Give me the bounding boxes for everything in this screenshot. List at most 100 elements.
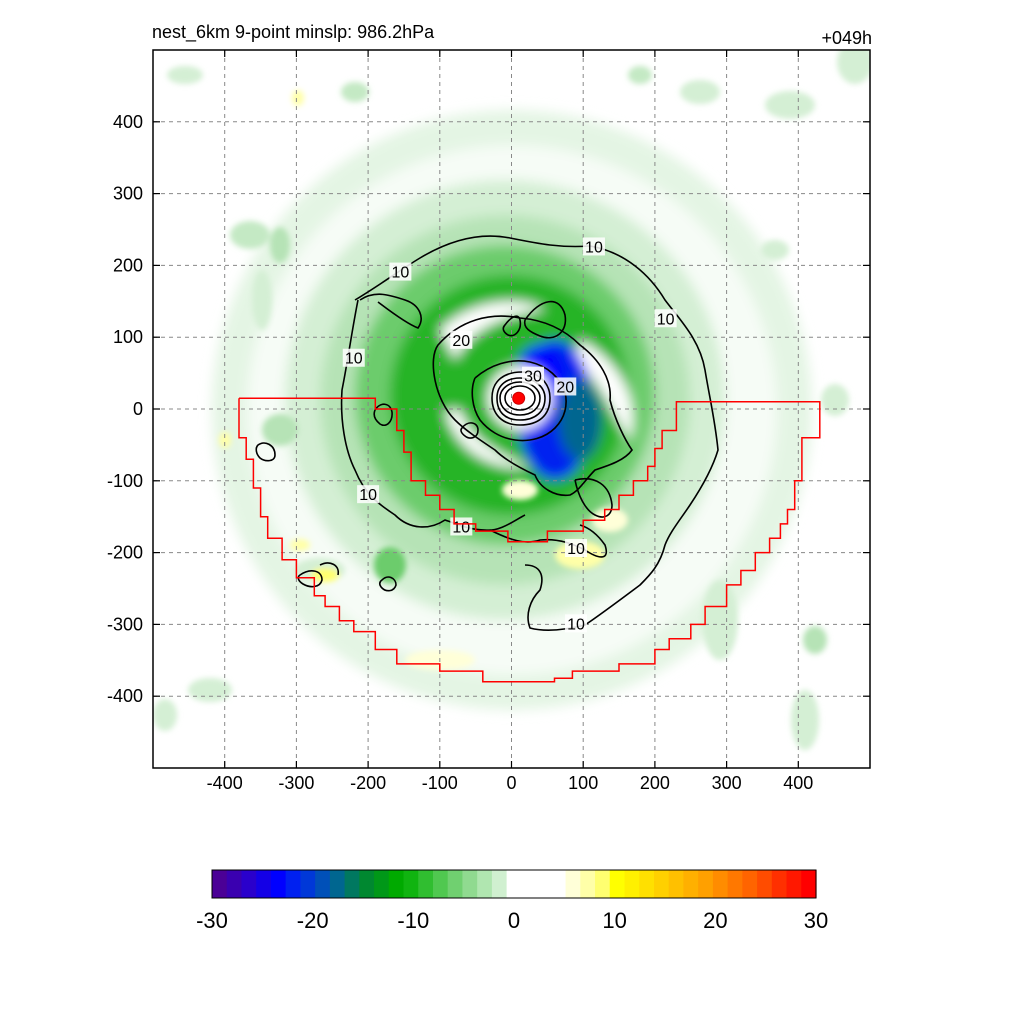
contour-label-bg (554, 377, 577, 396)
contour-small-loop-5 (319, 562, 340, 576)
colorbar-tick-label: -10 (397, 908, 429, 933)
contour-10-inner (359, 293, 422, 329)
colorbar-tick-label: 30 (804, 908, 828, 933)
colorbar-swatch (639, 870, 655, 898)
x-tick-label: 100 (568, 773, 598, 793)
colorbar-swatch (580, 870, 596, 898)
storm-center-layer (512, 391, 526, 405)
colorbar-swatch (300, 870, 316, 898)
x-tick-label: 300 (712, 773, 742, 793)
colorbar-swatch (388, 870, 405, 898)
x-tick-label: 400 (783, 773, 813, 793)
contour-core-3 (496, 377, 546, 421)
colorbar-swatch (432, 870, 449, 898)
contour-10-west (340, 299, 526, 531)
contour-label: 20 (452, 333, 470, 350)
colorbar: -30 -20 -10 0 10 20 30 (196, 869, 828, 933)
contour-label-bg (522, 366, 545, 385)
colorbar-swatch (742, 870, 758, 898)
contour-label-bg (565, 539, 588, 558)
contour-label-bg (565, 614, 588, 633)
x-tick-label: 200 (640, 773, 670, 793)
colorbar-swatch (550, 870, 567, 898)
contour-label: 30 (524, 369, 542, 386)
contour-label: 20 (556, 379, 574, 396)
colorbar-swatch (653, 870, 670, 898)
contour-label: 10 (567, 541, 585, 558)
contour-label-bg (450, 330, 473, 349)
colorbar-swatch (212, 870, 228, 898)
colorbar-tick-label: 0 (508, 908, 520, 933)
contour-core-4 (491, 371, 551, 426)
contour-label-bg (389, 262, 412, 281)
y-tick-label: 400 (113, 112, 143, 132)
colorbar-swatch (491, 870, 508, 898)
contour-label: 10 (567, 616, 585, 633)
contour-label: 10 (585, 239, 603, 256)
colorbar-swatch (595, 870, 611, 898)
colorbar-swatch (226, 870, 243, 898)
nest-boundary-line (238, 397, 821, 683)
contour-label: 10 (391, 265, 409, 282)
colorbar-swatch (565, 870, 581, 898)
contour-label: 10 (345, 351, 363, 368)
y-tick-label: -400 (107, 686, 143, 706)
colorbar-swatch (698, 870, 714, 898)
contour-label-bg (450, 517, 473, 536)
contour-label-bg (357, 485, 380, 504)
colorbar-swatch (727, 870, 743, 898)
contour-small-loop-4 (378, 576, 397, 592)
x-tick-label: -400 (207, 773, 243, 793)
colorbar-swatch (683, 870, 699, 898)
colorbar-swatch (403, 870, 419, 898)
colorbar-swatch (447, 870, 464, 898)
contour-20-d (574, 478, 613, 518)
colorbar-swatch (801, 870, 817, 898)
contour-20-b (502, 315, 522, 337)
colorbar-swatch (624, 870, 640, 898)
colorbar-swatch (359, 870, 375, 898)
colorbar-swatch (315, 870, 331, 898)
forecast-hour-label: +049h (821, 28, 872, 48)
colorbar-swatch (786, 870, 802, 898)
colorbar-swatch (418, 870, 434, 898)
colorbar-swatch (285, 870, 301, 898)
contour-core-1 (499, 381, 541, 416)
contour-label: 10 (657, 311, 675, 328)
x-tick-label: -200 (350, 773, 386, 793)
contour-core-2 (504, 385, 536, 411)
shaded-field (153, 50, 870, 750)
y-tick-label: -300 (107, 614, 143, 634)
contour-label-bg (342, 348, 365, 367)
contour-west-loop (373, 403, 393, 427)
x-tick-label: -300 (278, 773, 314, 793)
colorbar-swatch (771, 870, 788, 898)
colorbar-swatch (329, 870, 346, 898)
contour-small-loop-1 (460, 422, 479, 439)
colorbar-swatch (668, 870, 685, 898)
colorbar-tick-label: 10 (602, 908, 626, 933)
colorbar-frame (211, 869, 817, 899)
y-tick-label: -200 (107, 543, 143, 563)
colorbar-swatch (270, 870, 287, 898)
contour-label: 10 (452, 519, 470, 536)
y-tick-label: 100 (113, 327, 143, 347)
contour-small-loop-2 (255, 442, 276, 462)
colorbar-swatch (256, 870, 272, 898)
colorbar-swatch (757, 870, 773, 898)
y-tick-label: 300 (113, 184, 143, 204)
x-tick-label: 0 (506, 773, 516, 793)
colorbar-swatch (609, 870, 626, 898)
contour-20-c (523, 300, 567, 339)
contour-20 (432, 315, 633, 497)
colorbar-swatch (506, 870, 522, 898)
x-tick-label: -100 (422, 773, 458, 793)
colorbar-swatch (241, 870, 257, 898)
storm-center-marker (512, 391, 526, 405)
contour-30 (471, 360, 567, 442)
colorbar-swatch (462, 870, 478, 898)
nest-boundary (238, 397, 821, 683)
axes: -400 -300 -200 -100 0 100 200 300 40040030020010… (107, 50, 870, 793)
colorbar-tick-label: 20 (703, 908, 727, 933)
colorbar-swatch (374, 870, 390, 898)
